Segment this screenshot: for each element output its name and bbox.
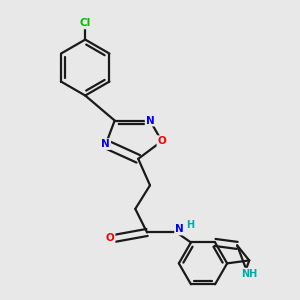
Text: Cl: Cl: [80, 18, 91, 28]
Text: O: O: [106, 233, 115, 243]
Text: O: O: [158, 136, 166, 146]
Text: H: H: [186, 220, 194, 230]
Text: N: N: [101, 139, 110, 149]
Text: N: N: [175, 224, 184, 235]
Text: NH: NH: [241, 268, 257, 278]
Text: N: N: [146, 116, 154, 126]
